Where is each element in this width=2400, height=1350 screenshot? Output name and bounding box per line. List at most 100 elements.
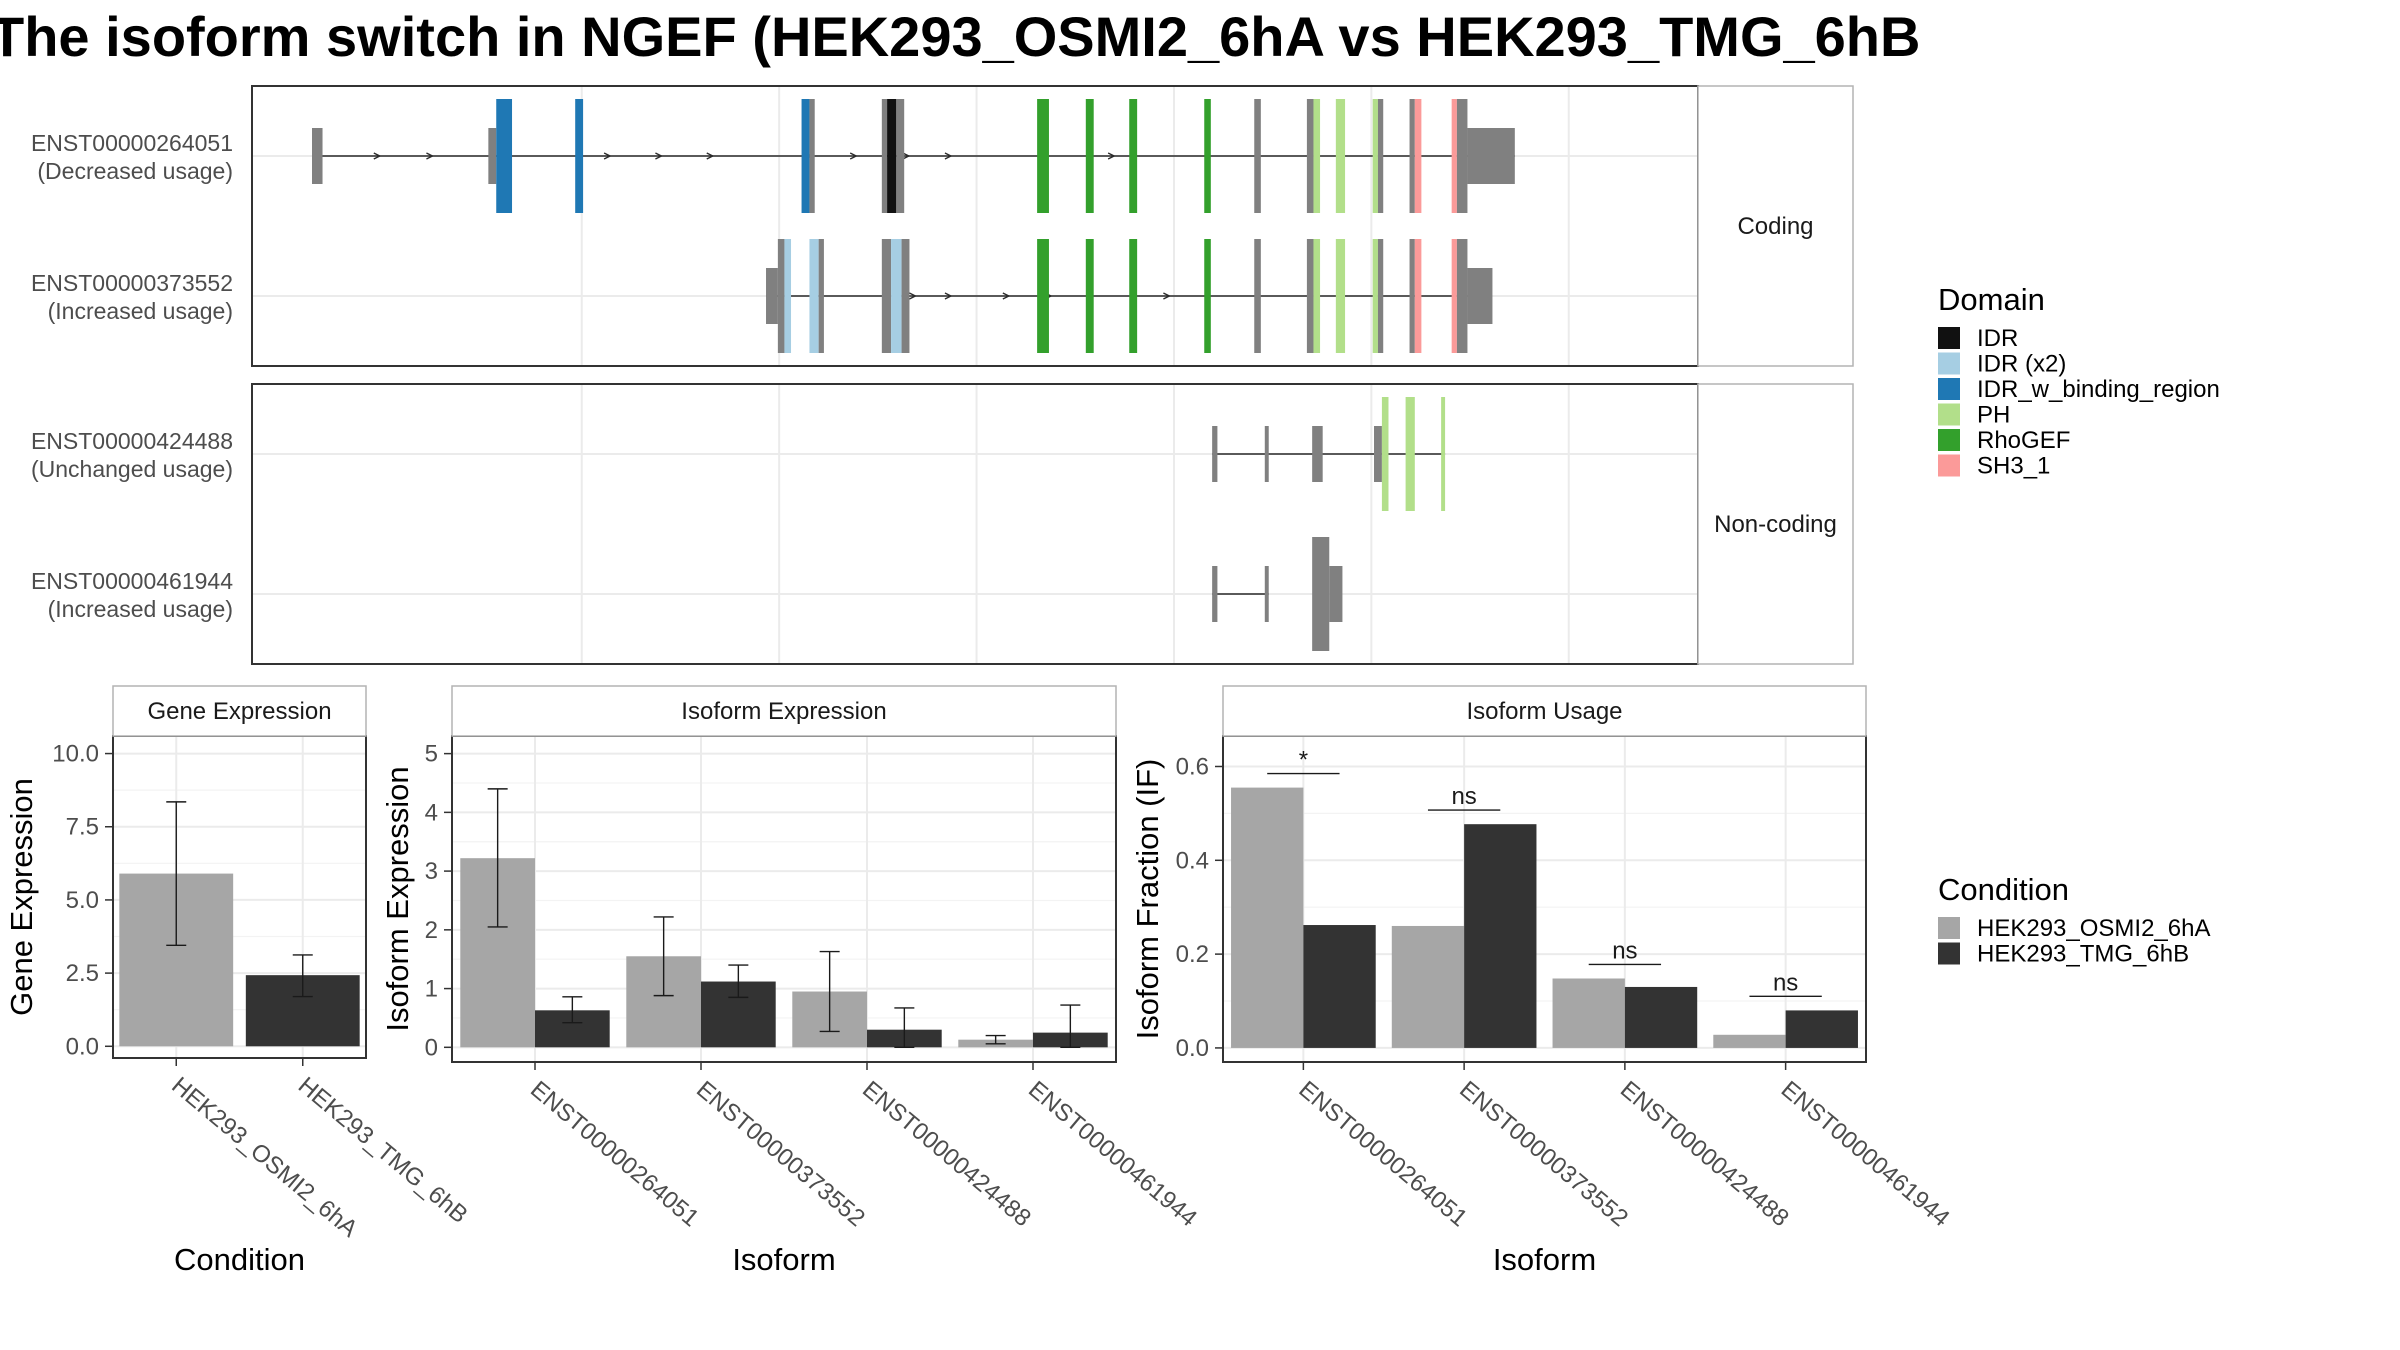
bar	[1624, 986, 1698, 1048]
transcript-facet-0: ENST00000264051(Decreased usage) ENST0000…	[31, 85, 1854, 367]
legend-label: SH3_1	[1977, 453, 2050, 480]
chart-title-strip	[112, 685, 367, 737]
exon	[1456, 239, 1468, 353]
bar	[1303, 925, 1376, 1048]
transcript-id-label: ENST00000373552	[31, 270, 233, 296]
x-tick-label: ENST00000461944	[1776, 1076, 1955, 1232]
exon-domain-rhogef	[1204, 239, 1211, 353]
facet-strip-label: Coding	[1737, 213, 1813, 240]
legend-swatch	[1938, 454, 1960, 477]
direction-arrow	[373, 152, 382, 160]
y-tick-label: 0	[425, 1034, 438, 1061]
exon	[1329, 566, 1343, 622]
chart-title: Isoform Usage	[1466, 698, 1622, 725]
transcript-usage-label: (Increased usage)	[48, 596, 233, 622]
exon-domain-ph	[1335, 239, 1346, 353]
exon-domain-idr-x2-	[784, 239, 792, 353]
significance-label: ns	[1612, 937, 1637, 964]
x-tick-label: ENST00000424488	[857, 1076, 1036, 1232]
x-axis-label: Condition	[174, 1242, 305, 1277]
significance-label: *	[1299, 747, 1308, 774]
direction-arrow	[944, 292, 953, 300]
transcript-usage-label: (Unchanged usage)	[31, 456, 233, 482]
bar	[1713, 1034, 1786, 1048]
exon	[1254, 99, 1261, 213]
bar	[1391, 925, 1465, 1048]
exon-domain-rhogef	[1085, 99, 1094, 213]
exon-domain-idr-w-binding-region	[801, 99, 810, 213]
x-tick-label: ENST00000373552	[1454, 1076, 1633, 1232]
exon	[896, 99, 905, 213]
direction-arrow	[1107, 152, 1116, 160]
y-tick-label: 2	[425, 917, 438, 944]
bar	[1231, 787, 1304, 1048]
facet-background	[252, 384, 1698, 664]
direction-arrow	[944, 152, 953, 160]
legend-swatch	[1938, 403, 1960, 426]
exon-domain-idr	[887, 99, 897, 213]
legend-label: HEK293_TMG_6hB	[1977, 941, 2189, 968]
direction-arrow	[706, 152, 715, 160]
exon-domain-ph	[1441, 397, 1446, 511]
legend-swatch	[1938, 917, 1960, 939]
exon-domain-ph	[1381, 397, 1389, 511]
transcript-id-label: ENST00000264051	[31, 130, 233, 156]
transcript-usage-label: (Increased usage)	[48, 298, 233, 324]
chart-title-strip	[1222, 685, 1867, 737]
exon	[1467, 128, 1515, 184]
direction-arrow	[849, 152, 858, 160]
exon	[1254, 239, 1261, 353]
legend-swatch	[1938, 429, 1960, 451]
exon-domain-ph	[1372, 99, 1378, 213]
figure-title: The isoform switch in NGEF (HEK293_OSMI2…	[0, 5, 1920, 68]
exon-domain-sh3-1	[1414, 99, 1422, 213]
legend-label: IDR_w_binding_region	[1977, 376, 2220, 403]
plot-background	[452, 736, 1116, 1062]
y-tick-label: 10.0	[52, 741, 99, 768]
exon-domain-idr-w-binding-region	[496, 99, 513, 213]
legend-swatch	[1938, 942, 1960, 965]
y-tick-label: 4	[425, 799, 438, 826]
x-tick-label: ENST00000264051	[525, 1076, 704, 1232]
exon-domain-idr-x2-	[891, 239, 902, 353]
y-axis-label: Gene Expression	[4, 778, 39, 1016]
exon-domain-sh3-1	[1451, 239, 1457, 353]
exon	[312, 128, 323, 184]
chart-title-strip	[451, 685, 1117, 737]
y-tick-label: 1	[425, 976, 438, 1003]
exon-domain-rhogef	[1204, 99, 1211, 213]
exon	[881, 239, 892, 353]
legend-label: IDR	[1977, 325, 2018, 352]
legend-title: Condition	[1938, 872, 2069, 907]
exon-domain-ph	[1372, 239, 1378, 353]
legend-label: HEK293_OSMI2_6hA	[1977, 915, 2210, 942]
exon	[1212, 426, 1218, 482]
transcript-usage-label: (Decreased usage)	[37, 158, 233, 184]
exon	[1312, 426, 1323, 482]
exon-domain-ph	[1405, 397, 1415, 511]
bar-chart-2: * ns ns ns Isoform Usage 0.0 0.2 0.4 0.6 ENST0000…	[1130, 685, 1955, 1277]
exon-domain-ph	[1313, 99, 1321, 213]
legend-label: RhoGEF	[1977, 427, 2070, 454]
exon	[1212, 566, 1218, 622]
transcript-id-label: ENST00000461944	[31, 568, 233, 594]
direction-arrow	[909, 292, 917, 300]
exon	[809, 99, 815, 213]
exon-domain-rhogef	[1129, 239, 1138, 353]
y-tick-label: 0.0	[66, 1033, 99, 1060]
chart-title: Isoform Expression	[681, 698, 886, 725]
exon	[1264, 566, 1269, 622]
exon	[1409, 99, 1415, 213]
exon	[777, 239, 785, 353]
legend-title: Domain	[1938, 282, 2045, 317]
direction-arrow	[1163, 292, 1171, 300]
exon	[1312, 537, 1330, 651]
exon	[1306, 239, 1314, 353]
exon-domain-sh3-1	[1414, 239, 1422, 353]
exon-domain-sh3-1	[1451, 99, 1457, 213]
x-tick-label: ENST00000461944	[1023, 1076, 1202, 1232]
y-tick-label: 7.5	[66, 814, 99, 841]
exon	[1377, 99, 1384, 213]
y-axis-label: Isoform Fraction (IF)	[1130, 759, 1165, 1040]
